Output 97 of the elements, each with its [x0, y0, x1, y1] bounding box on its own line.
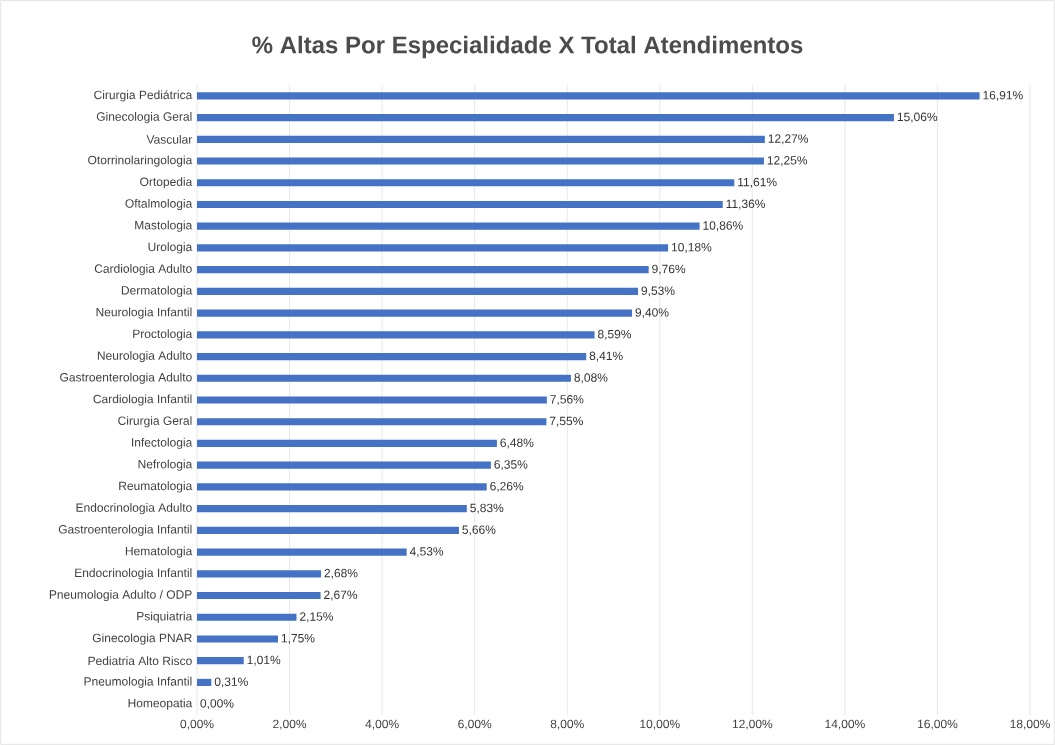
- y-tick-label: Infectologia: [132, 437, 193, 450]
- bar: [197, 439, 497, 448]
- data-label: 8,08%: [574, 373, 608, 384]
- bar: [197, 548, 407, 556]
- data-label: 11,61%: [738, 177, 777, 188]
- bar: [197, 200, 723, 209]
- bar: [197, 179, 735, 187]
- x-tick-label: 6,00%: [458, 719, 492, 730]
- y-tick-label: Cirurgia Geral: [118, 416, 192, 428]
- data-label: 8,41%: [589, 351, 623, 362]
- y-tick-label: Proctologia: [133, 329, 193, 341]
- y-tick-label: Oftalmologia: [125, 198, 193, 211]
- x-tick-label: 8,00%: [550, 719, 584, 730]
- data-label: 8,59%: [597, 329, 632, 340]
- x-tick-label: 0,00%: [180, 719, 214, 730]
- y-tick-label: Pneumologia Adulto / ODP: [49, 589, 192, 602]
- data-label: 12,27%: [768, 134, 809, 145]
- data-label: 0,00%: [200, 699, 234, 710]
- data-label: 1,01%: [247, 655, 281, 666]
- y-tick-label: Psiquiatria: [137, 611, 193, 623]
- bar: [197, 352, 587, 361]
- bar: [197, 591, 321, 600]
- y-tick-label: Pediatria Alto Risco: [88, 656, 192, 666]
- bar: [197, 678, 212, 686]
- data-label: 10,86%: [703, 221, 743, 232]
- data-label: 6,35%: [494, 460, 528, 471]
- x-tick-label: 12,00%: [732, 719, 773, 730]
- y-tick-label: Ginecologia Geral: [96, 111, 192, 124]
- x-tick-label: 2,00%: [273, 719, 307, 730]
- data-label: 16,91%: [983, 90, 1023, 101]
- y-tick-label: Cirurgia Pediátrica: [94, 90, 193, 102]
- bar: [197, 135, 765, 143]
- bar: [197, 309, 633, 317]
- y-tick-label: Endocrinologia Infantil: [75, 568, 192, 580]
- y-tick-label: Gastroenterologia Infantil: [58, 524, 192, 536]
- y-tick-label: Reumatologia: [119, 481, 193, 493]
- bar: [197, 461, 491, 469]
- data-label: 9,53%: [641, 286, 675, 297]
- y-tick-label: Hematologia: [125, 546, 193, 558]
- bar: [197, 244, 669, 252]
- bar: [197, 331, 595, 339]
- y-tick-label: Cardiologia Adulto: [94, 264, 192, 276]
- bar: [197, 570, 322, 578]
- data-label: 2,15%: [300, 612, 334, 623]
- bar: [197, 396, 547, 404]
- y-tick-label: Ortopedia: [140, 177, 193, 189]
- y-tick-label: Dermatologia: [121, 285, 193, 297]
- y-tick-label: Neurologia Infantil: [96, 307, 192, 319]
- data-label: 10,18%: [671, 242, 712, 253]
- bar: [197, 613, 297, 621]
- data-label: 2,67%: [324, 590, 358, 601]
- data-label: 0,31%: [214, 677, 248, 688]
- y-tick-label: Urologia: [148, 242, 193, 254]
- chart-title: % Altas Por Especialidade X Total Atendimentos: [252, 35, 803, 59]
- bar: [197, 374, 571, 382]
- y-tick-label: Ginecologia PNAR: [92, 633, 192, 645]
- bar: [197, 418, 547, 426]
- y-tick-label: Mastologia: [135, 220, 193, 232]
- data-label: 11,36%: [726, 199, 766, 210]
- y-tick-label: Neurologia Adulto: [97, 350, 192, 363]
- data-label: 6,26%: [490, 481, 524, 492]
- x-tick-label: 16,00%: [918, 719, 958, 730]
- data-label: 1,75%: [281, 634, 315, 644]
- bar: [197, 157, 764, 165]
- bar: [197, 526, 459, 534]
- x-tick-label: 10,00%: [640, 719, 680, 730]
- data-label: 12,25%: [767, 156, 808, 166]
- data-label: 5,66%: [462, 525, 496, 536]
- data-label: 7,56%: [550, 395, 584, 405]
- data-label: 9,76%: [652, 264, 686, 275]
- y-tick-label: Pneumologia Infantil: [84, 676, 192, 689]
- bar: [197, 657, 244, 665]
- y-tick-label: Homeopatia: [128, 698, 193, 710]
- x-tick-label: 4,00%: [365, 719, 399, 730]
- data-label: 5,83%: [470, 503, 504, 514]
- data-label: 15,06%: [897, 112, 938, 123]
- data-label: 6,48%: [500, 438, 534, 449]
- bar: [197, 483, 487, 491]
- data-label: 7,55%: [549, 416, 583, 427]
- bar: [197, 266, 649, 274]
- data-label: 9,40%: [635, 308, 669, 319]
- y-tick-label: Vascular: [146, 134, 193, 144]
- bar: [197, 92, 980, 100]
- bar: [197, 114, 894, 122]
- y-tick-label: Endocrinologia Adulto: [76, 503, 192, 515]
- data-label: 2,68%: [324, 568, 358, 579]
- bar: [197, 505, 467, 513]
- x-tick-label: 14,00%: [825, 719, 865, 730]
- bar: [197, 635, 278, 643]
- y-tick-label: Cardiologia Infantil: [93, 394, 192, 406]
- x-tick-label: 18,00%: [1010, 719, 1050, 730]
- bar: [197, 222, 700, 230]
- data-label: 4,53%: [409, 547, 444, 558]
- y-tick-label: Nefrologia: [138, 459, 193, 471]
- y-tick-label: Otorrinolaringologia: [88, 155, 193, 167]
- y-tick-label: Gastroenterologia Adulto: [60, 372, 192, 384]
- bar: [197, 287, 639, 295]
